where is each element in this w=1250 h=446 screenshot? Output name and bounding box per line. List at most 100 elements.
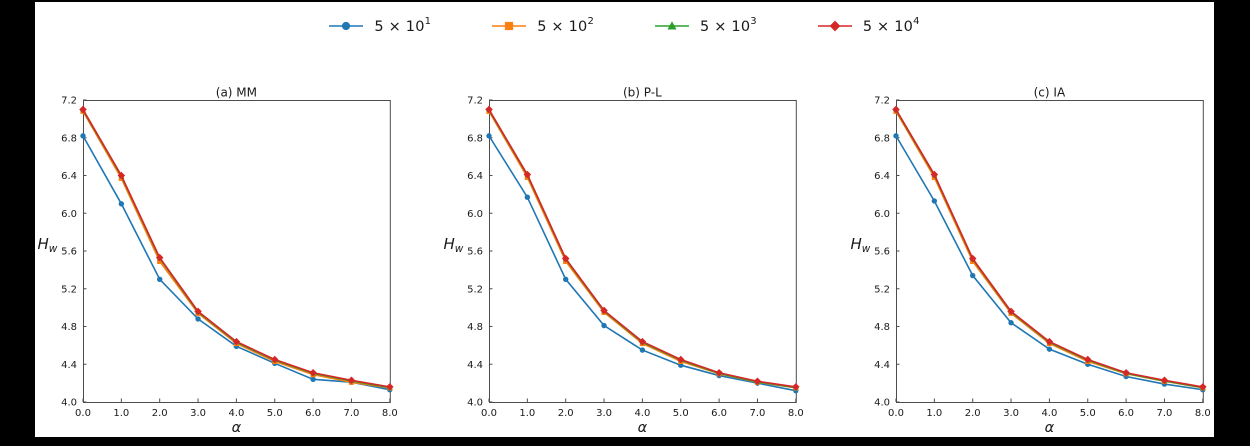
x-axis-label: α — [1045, 420, 1055, 436]
x-axis-label: α — [232, 420, 242, 436]
triangle-up-legend-marker-icon — [655, 21, 689, 30]
series-marker-2 — [157, 258, 163, 264]
y-tick-label: 4.4 — [61, 360, 77, 371]
legend-label: 5 × 104 — [862, 16, 920, 35]
y-tick-label: 6.0 — [61, 209, 77, 220]
x-tick-label: 3.0 — [1003, 408, 1019, 419]
axes-frame — [896, 100, 1204, 403]
series-marker-4 — [676, 355, 685, 364]
y-tick-label: 6.8 — [467, 133, 483, 144]
series-marker-1 — [601, 322, 607, 329]
series-marker-4 — [79, 105, 87, 114]
y-tick-label: 4.0 — [874, 398, 890, 409]
series-marker-1 — [157, 276, 163, 283]
axes-frame — [83, 100, 391, 403]
y-tick-label: 4.8 — [61, 322, 77, 333]
legend-label: 5 × 101 — [374, 16, 432, 35]
panel-a: 0.0 1.0 2.0 3.0 4.0 5.0 6.0 7.0 8.0 4.0 4.4 4.8 5.2 5… — [38, 86, 398, 437]
x-tick-label: 3.0 — [596, 408, 612, 419]
y-tick-label: 6.4 — [874, 171, 890, 182]
x-tick-label: 6.0 — [1118, 408, 1134, 419]
x-tick-label: 0.0 — [481, 408, 497, 419]
y-tick-label: 4.4 — [467, 360, 483, 371]
y-tick-label: 7.2 — [467, 96, 483, 107]
x-tick-label: 8.0 — [788, 408, 804, 419]
y-axis-label: Hw — [851, 235, 871, 255]
y-tick-label: 7.2 — [874, 96, 890, 107]
y-tick-label: 5.2 — [874, 284, 890, 295]
series-marker-4 — [194, 307, 202, 316]
series-marker-4 — [792, 383, 800, 391]
legend-marker-shape — [505, 22, 514, 31]
series-line-2 — [895, 110, 1203, 389]
panel-title: (a) MM — [216, 86, 257, 100]
panel-title: (c) IA — [1034, 86, 1066, 100]
series-marker-4 — [968, 254, 977, 263]
x-axis-label: α — [638, 420, 648, 436]
series-marker-4 — [930, 170, 939, 179]
legend-item-3: 5 × 103 — [655, 16, 757, 35]
series-marker-4 — [232, 337, 241, 346]
series-marker-1 — [931, 198, 938, 204]
series-marker-1 — [310, 376, 316, 383]
series-marker-4 — [600, 306, 608, 315]
y-tick-label: 5.2 — [61, 284, 77, 295]
series-marker-4 — [309, 368, 317, 377]
series-marker-1 — [486, 133, 492, 139]
x-tick-label: 4.0 — [228, 408, 244, 419]
series-marker-4 — [715, 368, 723, 377]
series-marker-4 — [1007, 307, 1015, 316]
legend-marker-shape — [342, 22, 351, 31]
diamond-legend-marker-icon — [817, 20, 852, 32]
series-line-1 — [82, 135, 390, 391]
legend-label: 5 × 102 — [537, 16, 594, 35]
y-tick-label: 6.8 — [874, 133, 890, 144]
x-tick-label: 5.0 — [673, 408, 689, 419]
y-axis-label: Hw — [38, 235, 58, 255]
series-marker-1 — [118, 201, 125, 207]
x-tick-label: 4.0 — [1041, 408, 1057, 419]
series-marker-4 — [1083, 355, 1092, 364]
panel-b: 0.0 1.0 2.0 3.0 4.0 5.0 6.0 7.0 8.0 4.0 4.4 4.8 5.2 5… — [444, 86, 804, 437]
series-marker-4 — [892, 105, 900, 114]
axes-frame — [489, 100, 797, 403]
x-tick-label: 7.0 — [749, 408, 765, 419]
square-legend-marker-icon — [492, 22, 527, 31]
x-tick-label: 4.0 — [634, 408, 650, 419]
legend-item-2: 5 × 102 — [492, 16, 594, 35]
series-marker-1 — [1008, 320, 1014, 326]
y-tick-label: 4.4 — [874, 360, 890, 371]
x-tick-label: 2.0 — [965, 408, 981, 419]
series-marker-1 — [195, 316, 201, 322]
x-tick-label: 6.0 — [305, 408, 321, 419]
legend-marker-shape — [829, 20, 841, 32]
series-marker-4 — [1045, 337, 1054, 346]
y-tick-label: 5.6 — [61, 247, 77, 258]
x-tick-label: 6.0 — [711, 408, 727, 419]
series-marker-1 — [524, 194, 531, 200]
series-marker-4 — [270, 355, 279, 364]
panel-title: (b) P-L — [623, 86, 662, 100]
y-tick-label: 5.6 — [874, 247, 890, 258]
series-marker-4 — [1122, 368, 1130, 377]
y-tick-label: 4.0 — [467, 398, 483, 409]
x-tick-label: 1.0 — [926, 408, 942, 419]
legend-label: 5 × 103 — [700, 16, 757, 35]
circle-legend-marker-icon — [329, 22, 364, 31]
x-tick-label: 7.0 — [343, 408, 359, 419]
series-marker-4 — [753, 377, 762, 386]
series-marker-4 — [347, 376, 356, 385]
y-tick-label: 4.8 — [467, 322, 483, 333]
series-marker-1 — [893, 133, 899, 139]
y-axis-label: Hw — [444, 235, 464, 255]
x-tick-label: 8.0 — [382, 408, 398, 419]
legend-marker-shape — [667, 21, 677, 30]
y-tick-label: 4.8 — [874, 322, 890, 333]
x-tick-label: 1.0 — [519, 408, 535, 419]
x-tick-label: 7.0 — [1156, 408, 1172, 419]
y-tick-label: 5.2 — [467, 284, 483, 295]
y-tick-label: 6.0 — [874, 209, 890, 220]
x-tick-label: 1.0 — [113, 408, 129, 419]
y-tick-label: 6.4 — [61, 171, 77, 182]
